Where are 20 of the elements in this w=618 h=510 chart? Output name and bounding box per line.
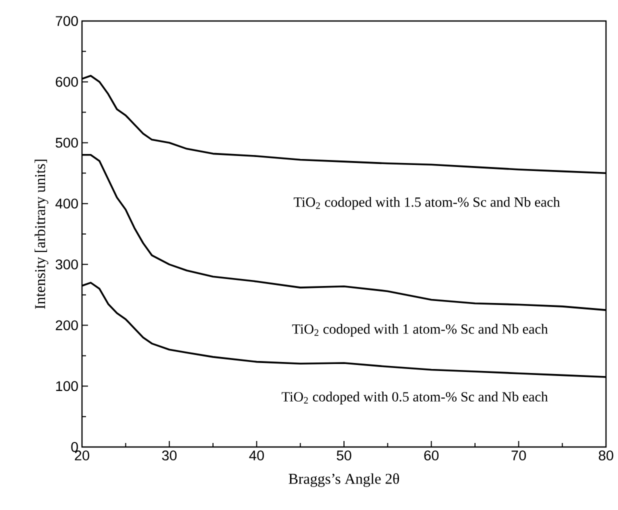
x-axis-title: Braggs’s Angle 2θ xyxy=(288,473,400,487)
y-axis-title: Intensity [arbitrary units] xyxy=(34,160,48,309)
y-tick-label: 600 xyxy=(56,76,78,87)
x-tick-label: 30 xyxy=(162,450,177,460)
x-tick-label: 70 xyxy=(512,450,526,460)
x-tick-label: 80 xyxy=(598,450,614,460)
annotation: TiO$_{2}$ codoped with 1.5 atom-% Sc and Nb each xyxy=(294,196,560,210)
x-tick-label: 60 xyxy=(424,450,439,460)
y-tick-label: 0 xyxy=(71,442,78,452)
x-tick-label: 40 xyxy=(249,450,264,460)
y-tick-label: 200 xyxy=(56,320,78,330)
x-tick-label: 20 xyxy=(74,450,90,460)
annotation: TiO$_{2}$ codoped with 1 atom-% Sc and Nb each xyxy=(292,324,548,337)
y-tick-label: 400 xyxy=(55,198,78,209)
y-tick-label: 300 xyxy=(56,259,78,270)
annotation: TiO$_{2}$ codoped with 0.5 atom-% Sc and Nb each xyxy=(282,392,548,404)
y-tick-label: 700 xyxy=(56,16,78,26)
y-tick-label: 100 xyxy=(56,381,78,392)
x-tick-label: 50 xyxy=(336,450,352,460)
y-tick-label: 500 xyxy=(56,138,78,148)
